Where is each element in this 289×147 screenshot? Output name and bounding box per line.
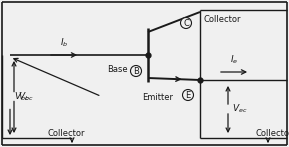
Text: B: B xyxy=(133,66,139,76)
Text: $I_b$: $I_b$ xyxy=(60,36,68,49)
Text: Emitter: Emitter xyxy=(142,93,173,102)
Text: Collector: Collector xyxy=(204,15,242,24)
Text: E: E xyxy=(185,91,191,100)
Text: $V_{bc}$: $V_{bc}$ xyxy=(14,90,29,103)
Text: $V_{bc}$: $V_{bc}$ xyxy=(18,90,34,103)
Text: C: C xyxy=(183,19,189,27)
Text: $V_{ec}$: $V_{ec}$ xyxy=(232,103,247,115)
Text: Base: Base xyxy=(108,66,128,75)
Text: Collector: Collector xyxy=(47,128,85,137)
Text: Collector: Collector xyxy=(255,128,289,137)
Text: $I_e$: $I_e$ xyxy=(230,54,238,66)
